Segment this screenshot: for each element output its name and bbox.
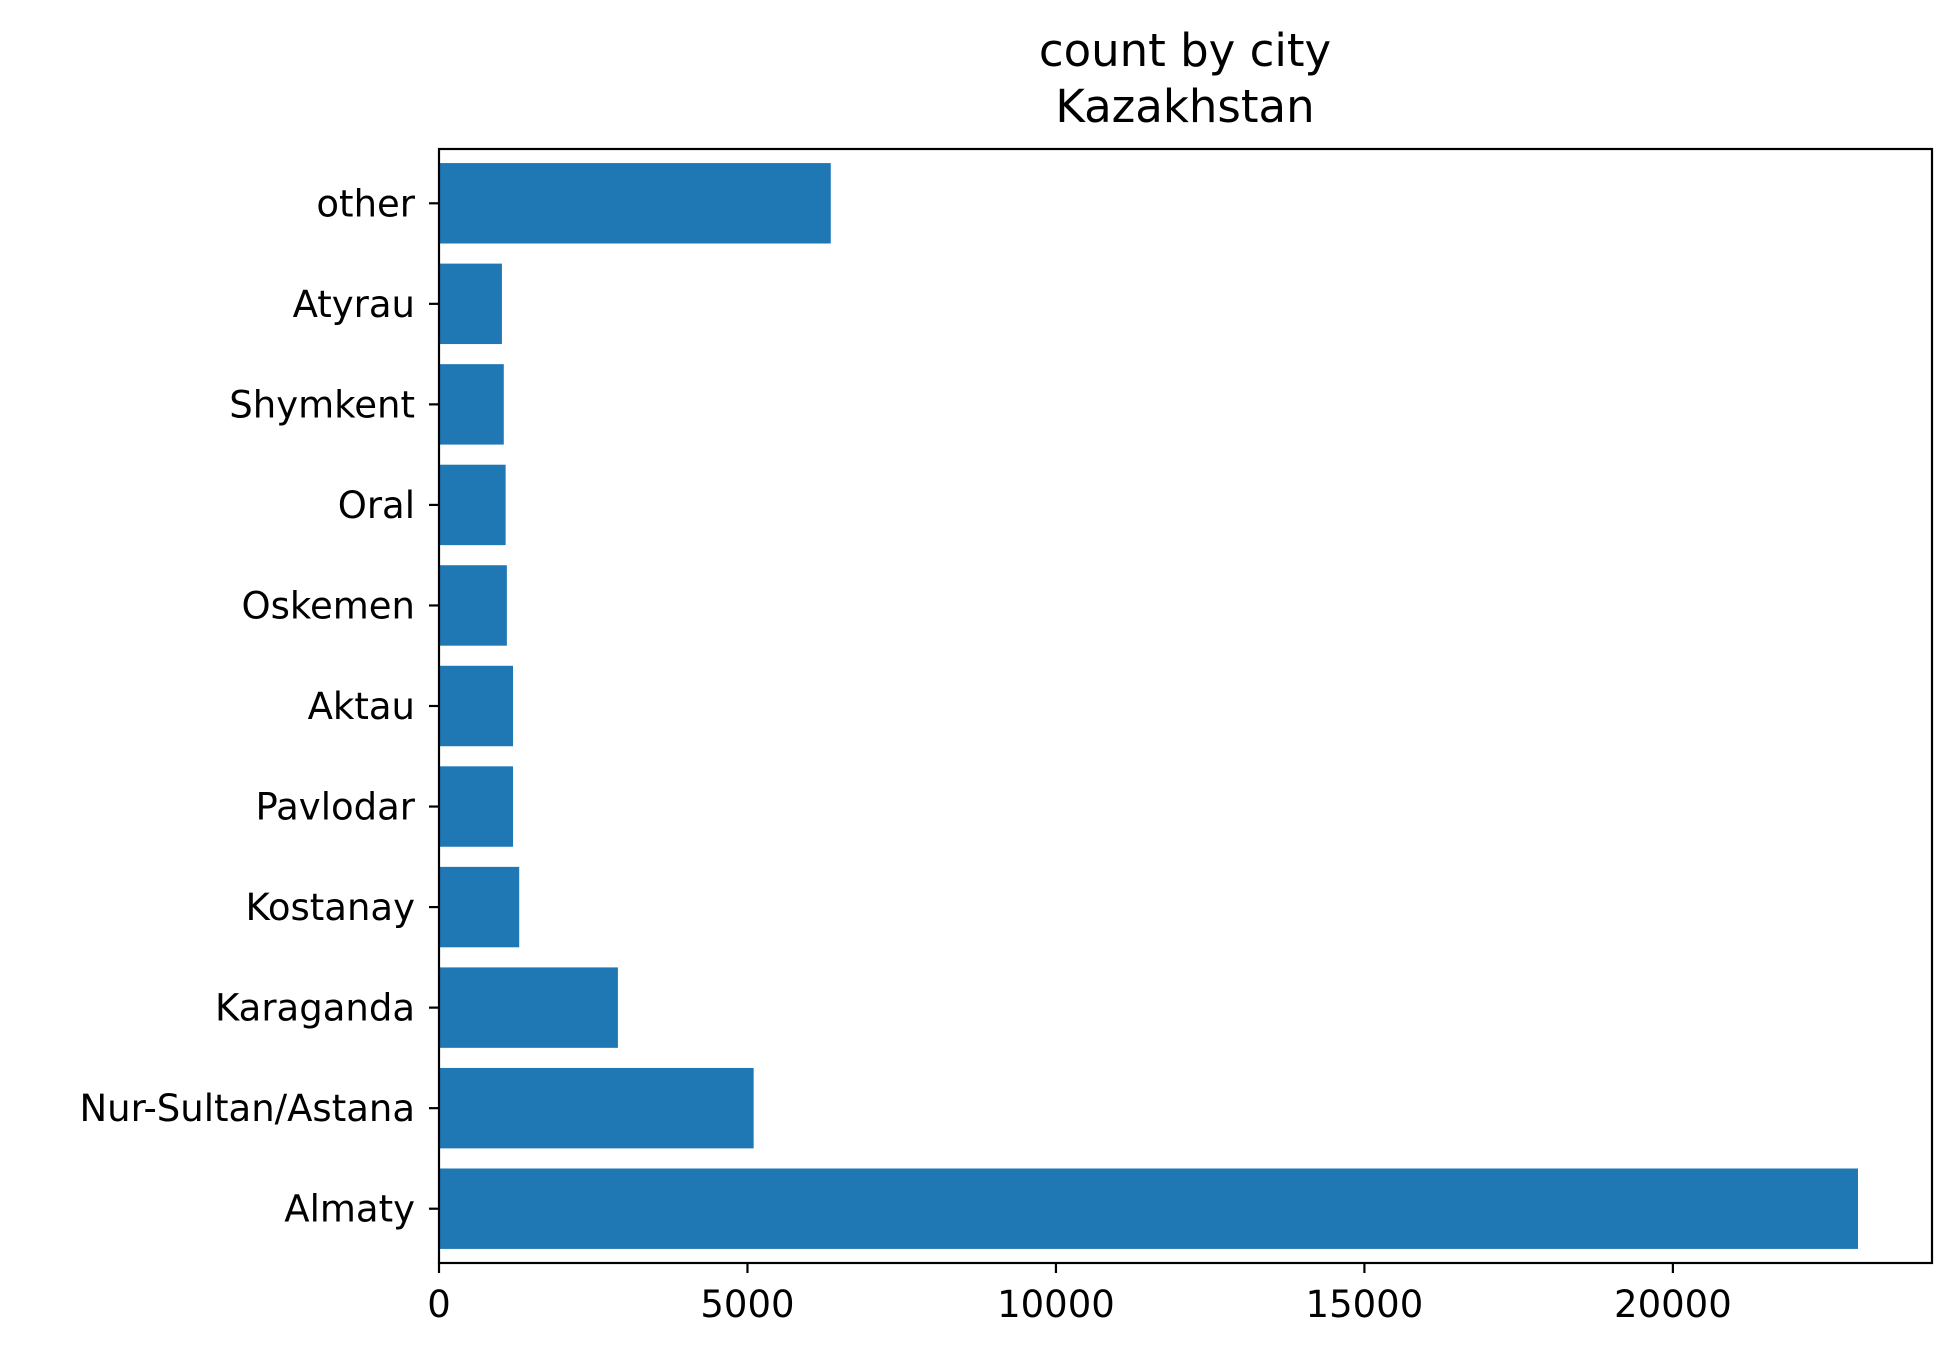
x-tick-label: 10000 bbox=[997, 1283, 1115, 1326]
y-tick-label: Shymkent bbox=[229, 383, 415, 426]
bar-kostanay bbox=[439, 866, 520, 948]
bar-atyrau bbox=[439, 263, 502, 345]
bar-pavlodar bbox=[439, 766, 514, 847]
y-tick-label: Karaganda bbox=[215, 987, 415, 1030]
bar-shymkent bbox=[439, 364, 504, 445]
bars-group bbox=[439, 163, 1858, 1249]
bar-nur-sultan-astana bbox=[439, 1067, 754, 1149]
y-tick-label: Almaty bbox=[284, 1188, 415, 1231]
y-axis: Almaty Nur-Sultan/Astana Karaganda Kostanay… bbox=[79, 182, 439, 1231]
y-tick-label: other bbox=[316, 182, 415, 225]
y-tick-label: Oskemen bbox=[241, 584, 415, 627]
chart-title: count by city bbox=[1039, 24, 1331, 77]
plot-frame bbox=[437, 147, 1934, 1265]
bar-aktau bbox=[439, 665, 514, 747]
bar-karaganda bbox=[439, 967, 618, 1048]
chart-subtitle: Kazakhstan bbox=[1055, 80, 1314, 133]
x-tick-label: 0 bbox=[427, 1283, 451, 1326]
y-tick-label: Aktau bbox=[308, 685, 415, 728]
y-tick-label: Kostanay bbox=[245, 886, 415, 929]
bar-oral bbox=[439, 464, 506, 546]
y-tick-label: Oral bbox=[338, 484, 415, 527]
bar-other bbox=[439, 163, 831, 244]
x-tick-label: 20000 bbox=[1614, 1283, 1732, 1326]
x-axis: 0 5000 10000 15000 20000 bbox=[427, 1263, 1732, 1326]
y-tick-label: Nur-Sultan/Astana bbox=[79, 1087, 415, 1130]
y-tick-label: Pavlodar bbox=[255, 786, 415, 829]
x-tick-label: 5000 bbox=[700, 1283, 794, 1326]
x-tick-label: 15000 bbox=[1306, 1283, 1424, 1326]
bar-almaty bbox=[439, 1168, 1858, 1249]
y-tick-label: Atyrau bbox=[293, 283, 415, 326]
bar-oskemen bbox=[439, 565, 507, 646]
